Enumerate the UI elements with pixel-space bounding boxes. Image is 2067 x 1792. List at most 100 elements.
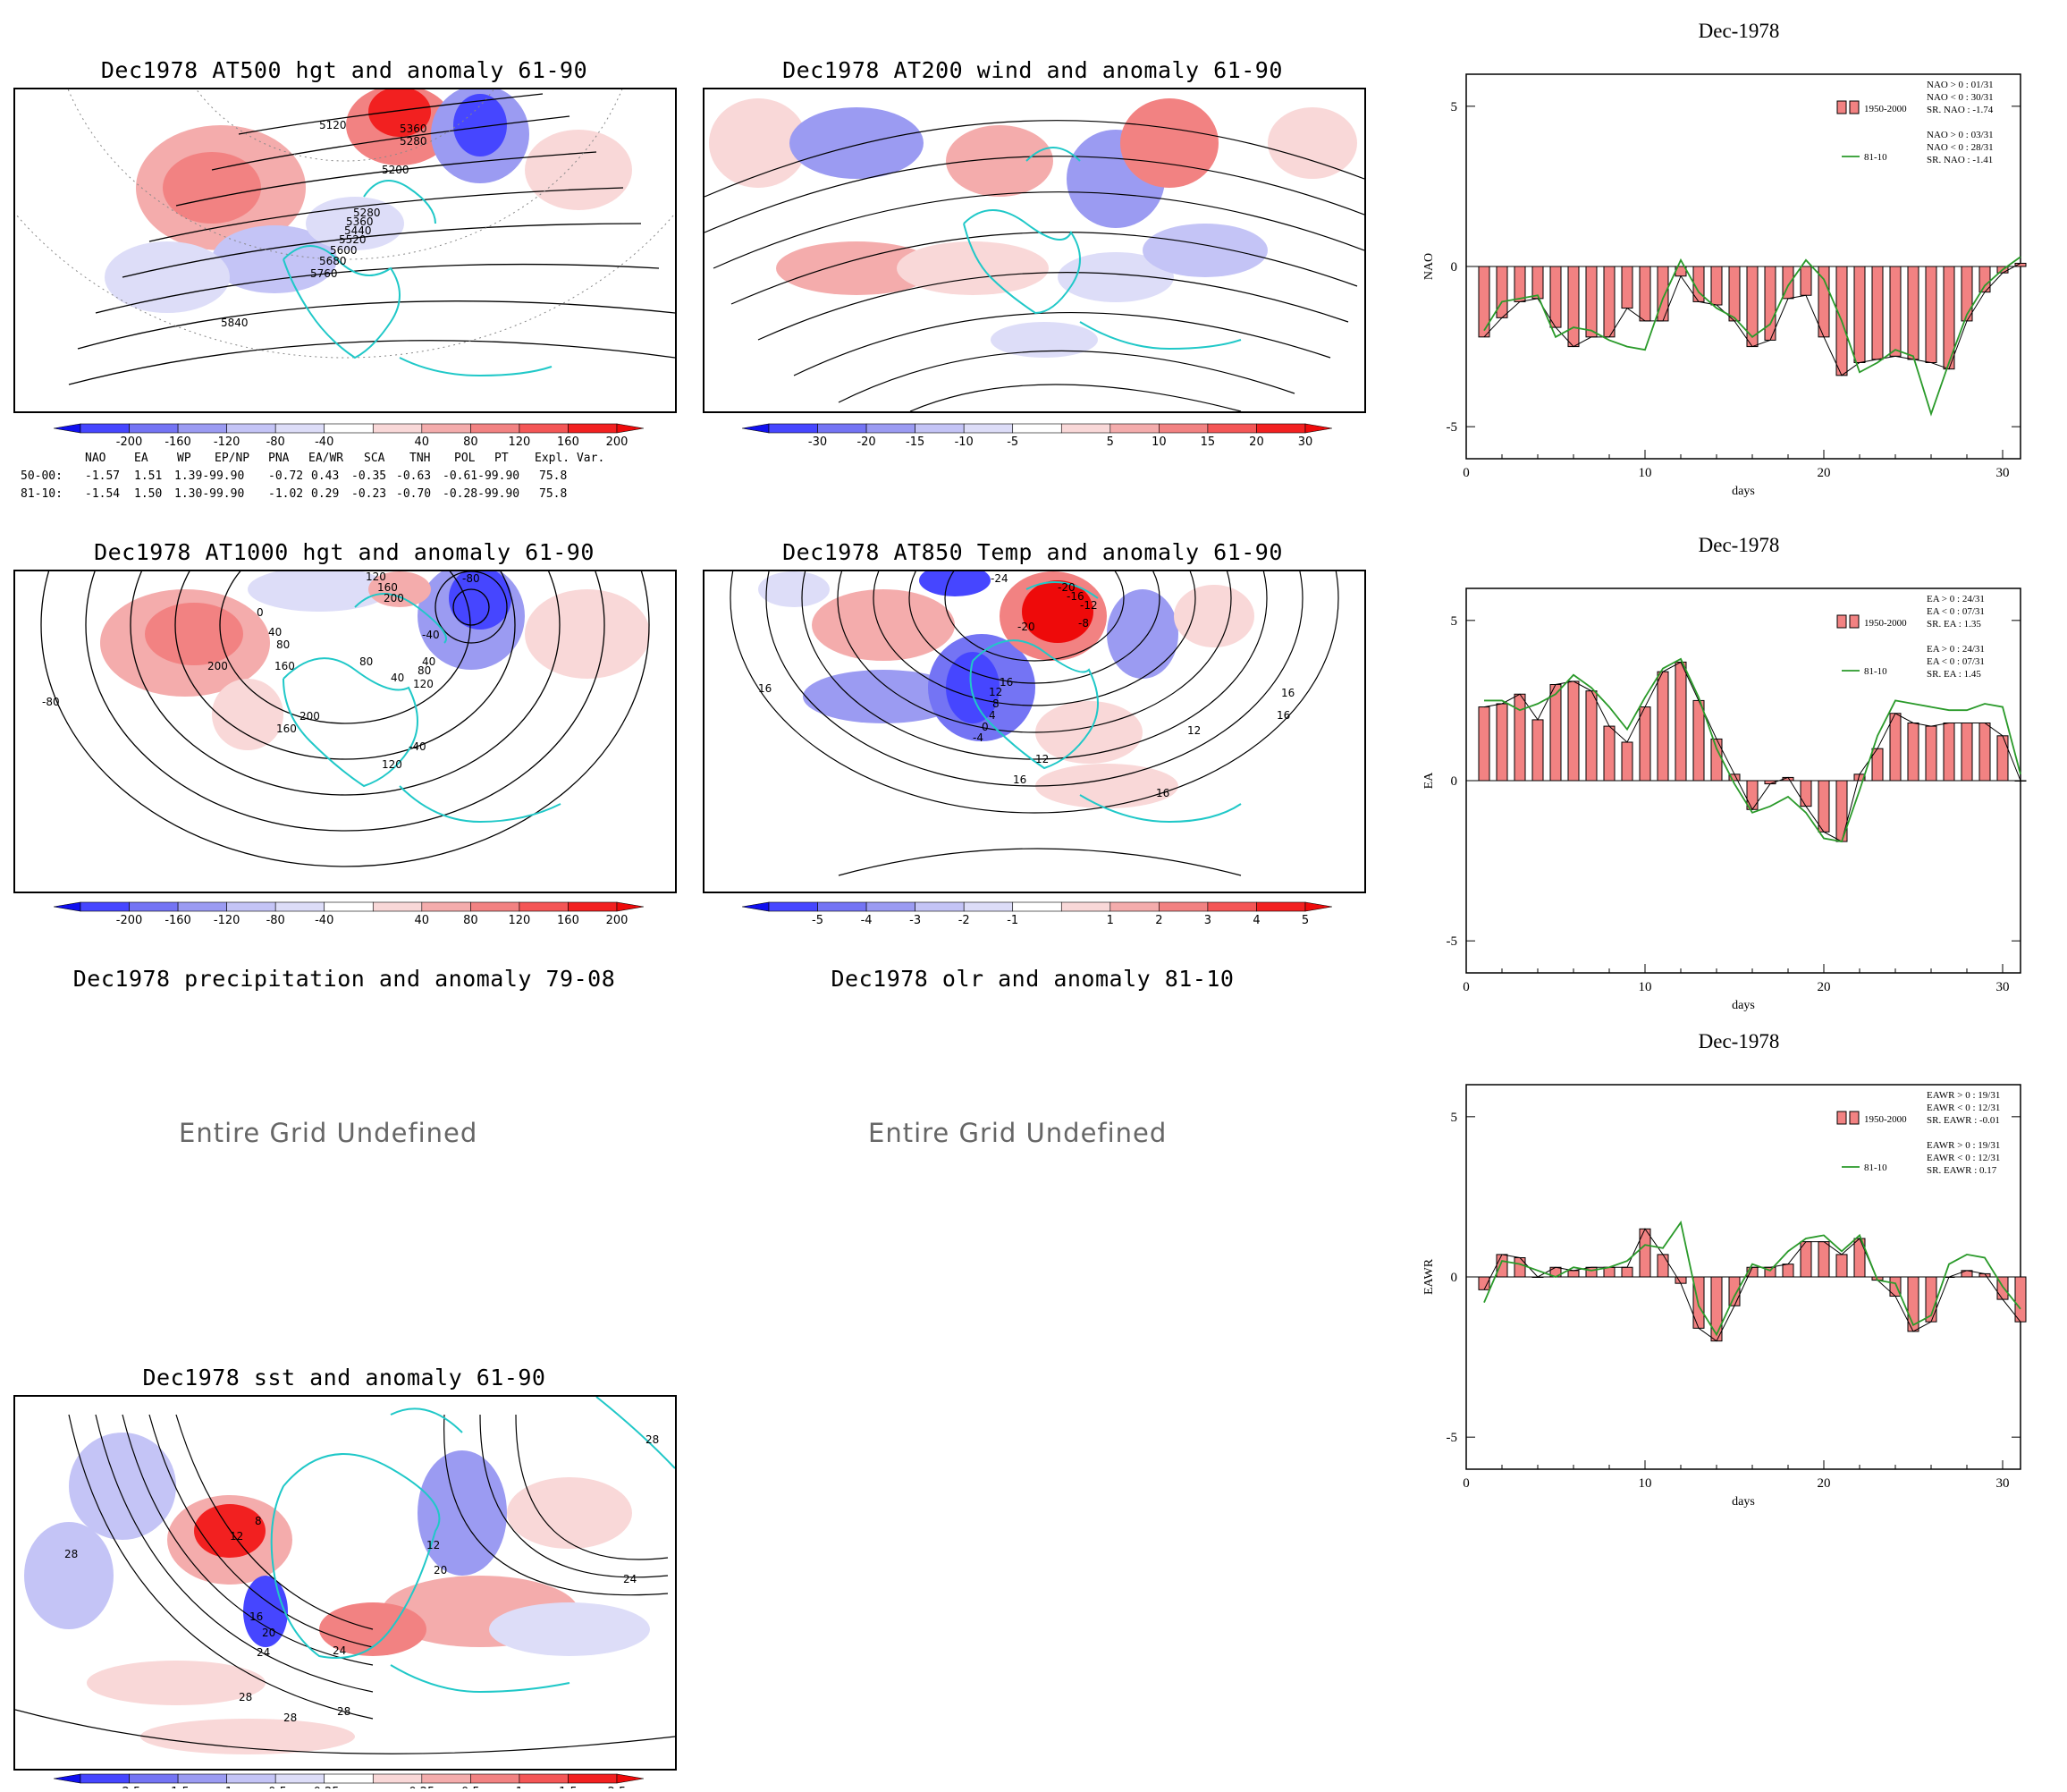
- svg-text:-80: -80: [42, 696, 60, 708]
- bar: [1549, 684, 1562, 782]
- svg-text:28: 28: [645, 1433, 659, 1446]
- teleconnection-index-table: NAO EA WP EP/NP PNA EA/WR SCA TNH POL PT…: [13, 452, 675, 505]
- svg-text:200: 200: [207, 660, 228, 672]
- colorbar-tick-label: -40: [315, 914, 333, 927]
- svg-text:24: 24: [257, 1646, 270, 1659]
- svg-text:5600: 5600: [330, 244, 358, 257]
- colorbar-tick-label: 1: [1107, 914, 1114, 927]
- colorbar-swatch: [129, 901, 179, 912]
- colorbar-swatch: [568, 423, 618, 434]
- legend-swatch-bar: [1849, 1111, 1860, 1125]
- colorbar-tick-label: -3: [909, 914, 921, 927]
- bar: [1496, 1254, 1508, 1278]
- idx-cell: 1.51: [134, 469, 163, 483]
- cbar-svg: -30 -20 -15 -10 -5 5 10 15 20 30: [741, 423, 1333, 449]
- legend-swatch-bar: [1849, 100, 1860, 114]
- at200-title: Dec1978 AT200 wind and anomaly 61-90: [782, 57, 1283, 83]
- legend-stat: EAWR > 0 : 19/31: [1927, 1140, 2000, 1151]
- contour-labels: 120 160 200 0 40 80 -40 -80 200 40 80 12…: [42, 571, 480, 771]
- legend-swatch-bar: [1836, 100, 1847, 114]
- precip-undefined-message: Entire Grid Undefined: [179, 1118, 478, 1148]
- colorbar-swatch: [1012, 901, 1062, 912]
- colorbar-swatch: [519, 901, 569, 912]
- colorbar-swatch: [470, 423, 520, 434]
- bar: [1567, 1270, 1580, 1278]
- at850-colorbar: -5 -4 -3 -2 -1 1 2 3 4 5: [741, 899, 1333, 931]
- nao-chart-title: Dec-1978: [1698, 20, 1780, 42]
- at500-map: 5120 5360 5280 5200 5280 5360 5440 5520 …: [13, 88, 677, 413]
- svg-text:-16: -16: [1067, 590, 1084, 603]
- svg-text:16: 16: [1277, 709, 1290, 722]
- bar: [1585, 266, 1598, 338]
- colorbar-swatch: [1060, 901, 1111, 912]
- x-tick-label: 20: [1818, 466, 1831, 480]
- colorbar-swatch: [80, 901, 130, 912]
- colorbar-arrow-left: [53, 1773, 81, 1784]
- svg-text:5760: 5760: [310, 267, 338, 280]
- svg-text:16: 16: [1000, 676, 1013, 689]
- colorbar-swatch: [1109, 423, 1160, 434]
- svg-text:40: 40: [268, 626, 282, 638]
- legend-stat: EAWR < 0 : 12/31: [1927, 1103, 2000, 1113]
- colorbar-swatch: [1012, 423, 1062, 434]
- svg-text:-20: -20: [1017, 621, 1035, 633]
- idx-header-epnp: EP/NP: [215, 452, 250, 465]
- bar: [1657, 1254, 1669, 1278]
- y-tick-label: -5: [1447, 1431, 1458, 1445]
- colorbar-tick-label: -1: [1007, 914, 1018, 927]
- bar: [1800, 266, 1812, 296]
- svg-text:5840: 5840: [221, 317, 249, 329]
- anomaly-shading: [758, 571, 1254, 808]
- svg-text:28: 28: [64, 1548, 78, 1560]
- bar: [1925, 266, 1937, 363]
- colorbar-swatch: [324, 1773, 374, 1784]
- eawr-chart-title: Dec-1978: [1698, 1030, 1780, 1052]
- svg-text:200: 200: [384, 592, 404, 604]
- cbar-svg: -200 -160 -120 -80 -40 40 80 120 160 200: [53, 901, 645, 927]
- at1000-map-plot: 120 160 200 0 40 80 -40 -80 200 40 80 12…: [40, 571, 650, 867]
- idx-header-pt: PT: [494, 452, 509, 465]
- cbar-svg: -200 -160 -120 -80 -40 40 80 120 160 200: [53, 423, 645, 449]
- bar: [1585, 1266, 1598, 1278]
- colorbar-swatch: [865, 901, 915, 912]
- colorbar-tick-label: -200: [116, 435, 143, 449]
- legend-stat: SR. EAWR : -0.01: [1927, 1115, 2000, 1126]
- legend-stat: EAWR > 0 : 19/31: [1927, 1090, 2000, 1101]
- colorbar-tick-label: 3: [1204, 914, 1211, 927]
- bar: [1603, 266, 1616, 338]
- anomaly-shading: [105, 89, 632, 313]
- bar: [1621, 266, 1633, 309]
- bar: [1907, 723, 1919, 782]
- at200-map-plot: [704, 98, 1364, 411]
- idx-header-nao: NAO: [85, 452, 106, 465]
- svg-text:40: 40: [422, 655, 435, 668]
- idx-header-ea: EA: [134, 452, 148, 465]
- svg-text:20: 20: [262, 1627, 275, 1639]
- svg-text:5440: 5440: [344, 224, 372, 237]
- idx-cell: -1.02: [268, 487, 304, 501]
- svg-text:-80: -80: [462, 572, 480, 585]
- legend-label: 1950-2000: [1864, 104, 1907, 114]
- legend-stat: EA > 0 : 24/31: [1927, 644, 1985, 655]
- x-tick-label: 10: [1639, 980, 1652, 994]
- bar: [1514, 1257, 1526, 1278]
- colorbar-tick-label: 5: [1107, 435, 1114, 449]
- bar: [1639, 706, 1651, 782]
- x-axis-label: days: [1732, 485, 1755, 498]
- cbar-svg: -2.5-1.5-1-0.5-0.250.250.511.52.5: [53, 1773, 645, 1792]
- bar: [1800, 780, 1812, 807]
- colorbar-tick-label: -120: [214, 435, 240, 449]
- bar: [1728, 266, 1741, 322]
- svg-text:12: 12: [230, 1530, 243, 1543]
- colorbar-tick-label: -160: [165, 914, 191, 927]
- colorbar-tick-label: 30: [1298, 435, 1313, 449]
- bar: [1531, 719, 1544, 782]
- svg-text:16: 16: [1013, 773, 1026, 786]
- bar: [1818, 780, 1830, 833]
- bar: [1996, 735, 2009, 782]
- colorbar-tick-label: 160: [557, 914, 579, 927]
- idx-header-tnh: TNH: [409, 452, 431, 465]
- svg-text:120: 120: [382, 758, 402, 771]
- colorbar-swatch: [226, 901, 276, 912]
- colorbar-tick-label: 5: [1302, 914, 1309, 927]
